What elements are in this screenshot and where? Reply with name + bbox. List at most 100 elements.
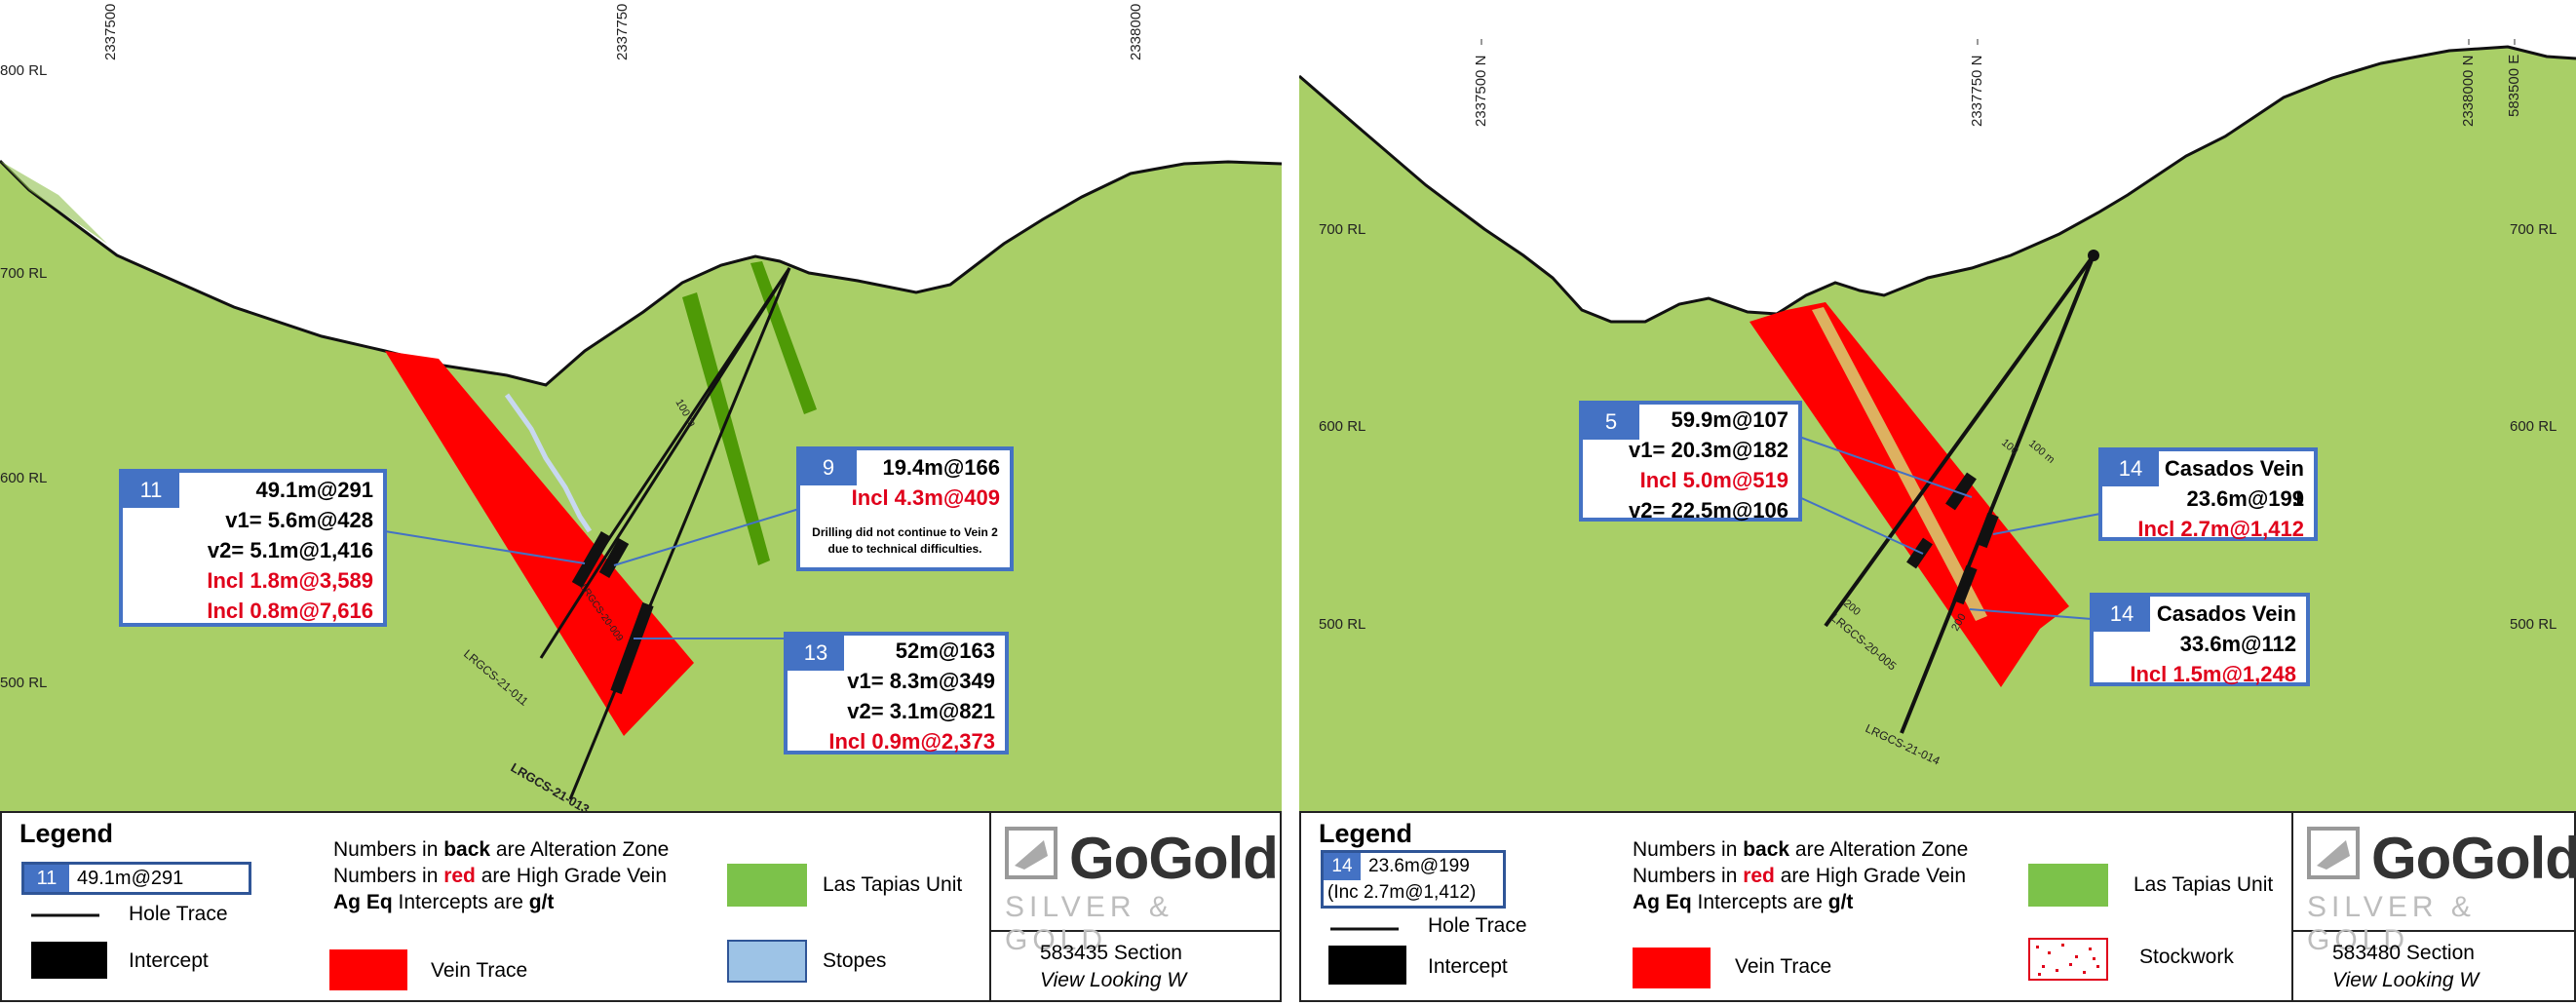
hole-trace-label: Hole Trace [1428,914,1527,937]
las-tapias-label: Las Tapias Unit [823,873,963,896]
las-tapias-swatch [727,864,807,907]
intercept [1976,512,1999,549]
high-grade-value: Incl 5.0m@519 [1639,468,1788,492]
hole-trace [539,267,791,659]
callout-number: 11 [123,473,179,508]
hole-trace [568,267,791,800]
stockwork-swatch [2028,938,2108,981]
callout-title: Casados Vein 2 [2156,601,2296,656]
dyke [682,292,770,565]
northing-label: 2338000 N [1128,0,1144,60]
legend-callout-number: 14 [1324,853,1361,880]
rl-label: 700 RL [1319,221,1365,238]
stopes-label: Stopes [823,949,887,972]
callout-title: Casados Vein 1 [2164,456,2304,511]
northing-label: 2337750 N [1969,56,1985,127]
legend-title: Legend [19,819,114,848]
rl-label: 600 RL [2510,418,2557,435]
collar [2088,250,2099,261]
hole-trace [1900,254,2095,734]
brand-block: GoGold SILVER & GOLD 583480 Section View… [2291,813,2576,1000]
intercept-value: v1= 5.6m@428 [225,508,373,532]
intercept-label: Intercept [1428,955,1508,978]
vein-trace-swatch [329,949,407,990]
high-grade-value: Incl 1.5m@1,248 [2130,662,2296,686]
callout-hole-14-vein-1: 14 Casados Vein 1 23.6m@199 Incl 2.7m@1,… [2098,447,2318,541]
stopes-swatch [727,940,807,983]
gogold-logo-icon [2307,827,2360,879]
callout-leader [613,508,800,566]
rl-label: 800 RL [0,62,47,79]
intercept [571,531,612,588]
intercept-value: 49.1m@291 [255,478,373,502]
callout-hole-11: 11 49.1m@291 v1= 5.6m@428 v2= 5.1m@1,416… [119,469,387,627]
intercept-value: 59.9m@107 [1671,407,1788,432]
rl-label: 600 RL [1319,418,1365,435]
intercept-label: Intercept [129,949,209,972]
cross-section-diagram: 2337500 N 2337750 N 2338000 N 583500 E 7… [1299,39,2576,811]
hole-trace-swatch [1330,927,1399,931]
intercept [598,538,630,578]
intercept-value: 33.6m@112 [2179,632,2296,656]
legend-title: Legend [1319,819,1413,848]
legend-panel: Legend 11 49.1m@291 Hole Trace Intercept… [0,811,1282,1002]
vein-trace-label: Vein Trace [431,959,528,982]
section-label: 583435 Section View Looking W [1040,942,1187,991]
intercept-swatch [1328,946,1406,985]
brand-subtitle: SILVER & GOLD [2307,891,2476,956]
intercept [1945,472,1977,511]
brand-subtitle: SILVER & GOLD [1005,891,1173,956]
callout-hole-9: 9 19.4m@166 Incl 4.3m@409 Drilling did n… [796,446,1014,571]
northing-label: 2337500 N [102,0,119,60]
high-grade-value: Incl 2.7m@1,412 [2137,517,2304,541]
gogold-logo: GoGold SILVER & GOLD [2293,813,2576,956]
northing-label: 2337750 N [614,0,631,60]
legend-callout-example: 14 23.6m@199 (Inc 2.7m@1,412) [1321,850,1506,909]
las-tapias-ground [1299,47,2576,811]
callout-hole-14-vein-2: 14 Casados Vein 2 33.6m@112 Incl 1.5m@1,… [2090,593,2310,686]
topography-line [1299,45,2576,324]
easting-label: 583500 E [2506,55,2522,117]
section-583480-panel: 2337500 N 2337750 N 2338000 N 583500 E 7… [1299,0,2576,1006]
las-tapias-label: Las Tapias Unit [2134,873,2274,896]
hole-trace-swatch [31,913,99,917]
topography-line [0,159,1282,387]
intercept-value: v2= 5.1m@1,416 [207,538,373,562]
legend-notes: Numbers in back are Alteration Zone Numb… [1633,838,1969,913]
legend-notes: Numbers in back are Alteration Zone Numb… [333,838,670,913]
intercept [1952,564,1978,605]
callout-number: 14 [2102,451,2159,486]
legend-callout-value: 49.1m@291 [77,867,184,889]
northing-label: 2337500 N [1473,56,1489,127]
high-grade-value: Incl 0.8m@7,616 [207,599,373,623]
rl-label: 600 RL [0,470,47,486]
legend-callout-number: 11 [24,865,69,892]
vein-trace [385,351,694,736]
high-grade-value: Incl 4.3m@409 [851,485,1000,510]
callout-leader [1798,436,1973,498]
intercept-swatch [31,942,107,979]
vein-trace-label: Vein Trace [1735,955,1832,978]
cross-section-diagram: 2337500 N 2337750 N 2338000 N 800 RL 700… [0,0,1282,811]
legend-callout-example: 11 49.1m@291 [21,862,251,895]
high-grade-value: Incl 0.9m@2,373 [828,729,995,754]
vein-trace-swatch [1633,948,1711,988]
callout-number: 5 [1583,405,1639,440]
legend-callout-value: 23.6m@199 [1368,856,1470,876]
section-583435-panel: 2337500 N 2337750 N 2338000 N 800 RL 700… [0,0,1282,1006]
callout-leader [1992,513,2101,535]
brand-name: GoGold [2371,826,2576,891]
hole-trace [583,267,791,576]
callout-number: 9 [800,450,857,485]
intercept-value: v2= 22.5m@106 [1629,498,1788,522]
stope [504,393,593,533]
callout-hole-13: 13 52m@163 v1= 8.3m@349 v2= 3.1m@821 Inc… [784,632,1009,754]
las-tapias-swatch [2028,864,2108,907]
intercept-value: 23.6m@199 [2186,486,2304,511]
stockwork-band [1812,307,1987,621]
brand-name: GoGold [1069,826,1279,891]
intercept-value: v1= 8.3m@349 [847,669,995,693]
callout-number: 13 [788,636,844,671]
callout-leader [1969,608,2093,620]
drilling-note: Drilling did not continue to Vein 2 due … [812,525,998,556]
